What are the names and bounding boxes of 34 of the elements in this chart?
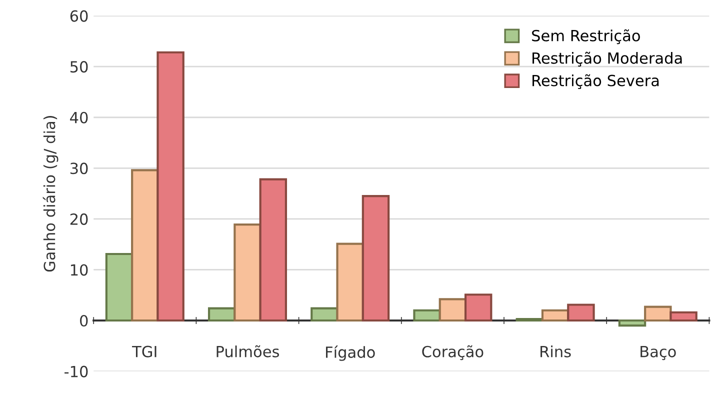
legend-label: Restrição Moderada — [532, 52, 682, 67]
bar — [310, 307, 338, 322]
y-tick-label: 10 — [70, 264, 88, 276]
y-tick-label: 20 — [70, 213, 88, 225]
bar — [413, 309, 441, 322]
y-tick-label: -10 — [64, 366, 88, 378]
y-tick-label: 0 — [80, 314, 88, 327]
bar — [567, 304, 595, 322]
x-tick-label: Baço — [640, 346, 676, 360]
y-tick-label: 30 — [70, 162, 88, 174]
bar — [670, 311, 698, 322]
bar — [259, 178, 288, 322]
x-tick-label: Pulmões — [216, 345, 279, 358]
bar — [618, 319, 646, 327]
x-tick-label: Coração — [422, 345, 484, 360]
legend-label: Sem Restrição — [532, 29, 640, 44]
bar — [156, 51, 184, 322]
bar — [464, 294, 492, 322]
bar — [131, 169, 159, 322]
bar — [105, 252, 134, 322]
bar — [336, 242, 364, 322]
legend-label: Restrição Severa — [532, 74, 659, 90]
x-tick-label: Fígado — [326, 346, 375, 361]
y-axis-title: Ganho diário (g/ dia) — [42, 116, 58, 272]
bar — [541, 309, 570, 322]
y-tick-label: 50 — [70, 61, 88, 73]
bar — [644, 306, 672, 322]
bar — [234, 223, 262, 322]
bar — [208, 307, 236, 322]
y-tick-label: 60 — [70, 10, 88, 22]
x-tick-label: TGI — [132, 346, 156, 358]
y-tick-label: 40 — [70, 112, 88, 124]
bar — [362, 195, 390, 322]
x-tick-label: Rins — [540, 346, 571, 358]
